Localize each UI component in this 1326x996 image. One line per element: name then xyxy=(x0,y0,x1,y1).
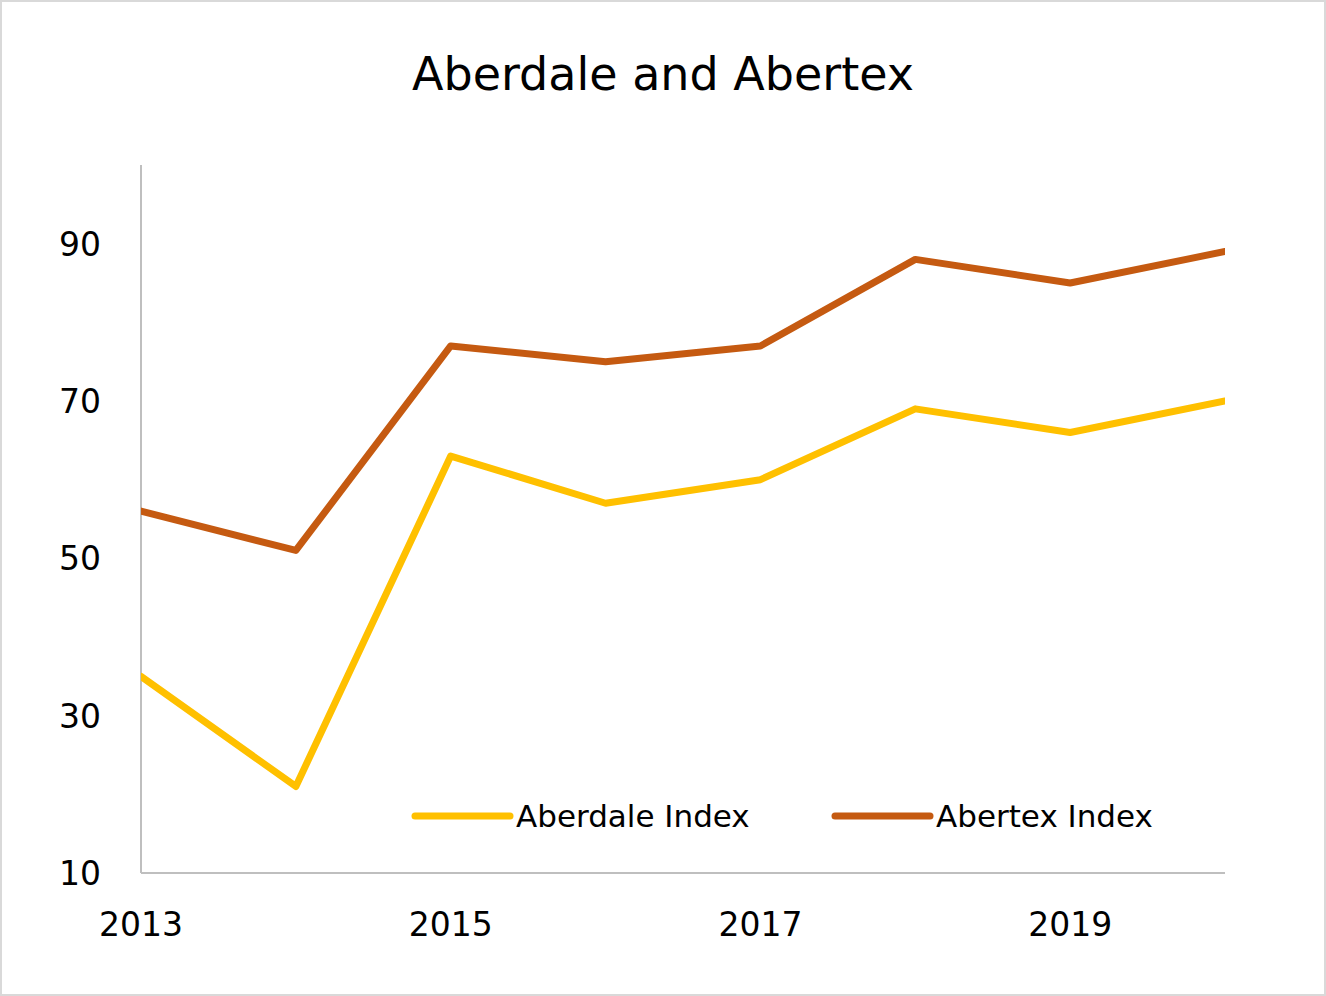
chart-svg: Aberdale and Abertex 10 30 50 70 90 2013 2015 20… xyxy=(0,0,1326,996)
x-tick-label: 2015 xyxy=(409,905,493,944)
legend-label: Aberdale Index xyxy=(516,798,750,834)
chart-background xyxy=(1,1,1325,995)
chart-container: Aberdale and Abertex 10 30 50 70 90 2013 2015 20… xyxy=(0,0,1326,996)
y-tick-label: 10 xyxy=(59,854,101,893)
y-tick-label: 30 xyxy=(59,697,101,736)
chart-title: Aberdale and Abertex xyxy=(412,47,914,101)
legend: Aberdale Index Abertex Index xyxy=(415,798,1153,834)
series-line xyxy=(141,401,1225,786)
series-line xyxy=(141,252,1225,551)
x-axis-line xyxy=(141,872,1225,874)
x-tick-label: 2013 xyxy=(99,905,183,944)
y-tick-label: 50 xyxy=(59,539,101,578)
legend-swatch xyxy=(415,813,510,820)
x-tick-label: 2019 xyxy=(1028,905,1112,944)
x-tick-label: 2017 xyxy=(718,905,802,944)
y-tick-label: 70 xyxy=(59,382,101,421)
y-tick-label: 90 xyxy=(59,225,101,264)
legend-label: Abertex Index xyxy=(936,798,1153,834)
series-group xyxy=(141,252,1225,787)
y-axis-line xyxy=(140,165,142,873)
legend-swatch xyxy=(835,813,930,820)
